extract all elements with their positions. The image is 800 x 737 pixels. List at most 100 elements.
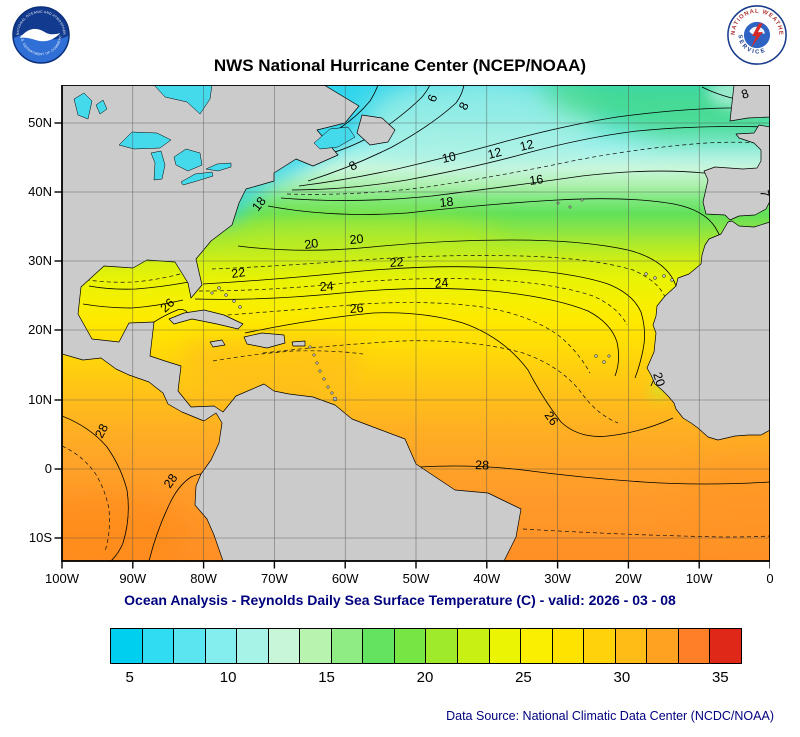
axis-ticks: [54, 122, 770, 569]
contour-label: 28: [92, 422, 111, 441]
hudson-bay: [153, 85, 213, 115]
colorbar-segment: [300, 629, 332, 663]
colorbar-segment: [142, 629, 175, 663]
y-axis-label: 40N: [28, 184, 52, 199]
contour-label: 10: [441, 149, 458, 166]
land-iberia-france: [702, 124, 770, 221]
x-axis-label: 80W: [190, 571, 217, 586]
lake-michigan: [150, 150, 166, 181]
land-newfoundland: [356, 114, 396, 146]
colorbar-segment: [331, 629, 364, 663]
contour-label: 16: [528, 172, 544, 188]
y-axis-label: 50N: [28, 115, 52, 130]
lake-superior: [118, 131, 172, 150]
contour-label: 12: [518, 137, 535, 154]
colorbar-tick-label: 25: [515, 669, 532, 686]
contour-label: 26: [349, 301, 364, 316]
contour-label: 24: [434, 276, 449, 291]
x-axis-label: 10W: [685, 571, 713, 586]
contour-label: 18: [249, 194, 269, 214]
x-axis-label: 90W: [119, 571, 147, 586]
lake-huron: [173, 148, 203, 172]
contour-label: 22: [389, 255, 404, 270]
land-puerto-rico: [291, 340, 306, 347]
lake-winnipeg: [73, 92, 93, 120]
colorbar-tick-label: 30: [613, 669, 631, 686]
land-masses: [62, 85, 770, 561]
contour-label: 8: [740, 86, 751, 101]
colorbar-segment: [584, 629, 616, 663]
x-axis-label: 100W: [45, 571, 79, 586]
contour-label: 24: [319, 279, 334, 294]
latlon-grid: [62, 85, 770, 561]
lake-ontario: [205, 162, 232, 172]
y-axis-label: 0: [44, 461, 52, 476]
map-caption: Ocean Analysis - Reynolds Daily Sea Surf…: [124, 592, 676, 608]
gulf-of-st-lawrence: [313, 126, 356, 150]
colorbar-segment: [237, 629, 269, 663]
sst-map: 6 8 8 8 10 12 12 16 18 18 7 20 20 20 22 22 24 24 26 26 26 28 2…: [54, 85, 770, 569]
page-title: NWS National Hurricane Center (NCEP/NOAA…: [213, 56, 587, 75]
colorbar-segment: [394, 629, 427, 663]
x-axis-label: 20W: [615, 571, 642, 586]
land-hispaniola: [243, 332, 286, 349]
lake-erie: [180, 171, 214, 186]
colorbar-tick-label: 5: [125, 669, 134, 686]
contour-label: 6: [425, 92, 441, 104]
land-cuba: [168, 309, 244, 330]
colorbar-segment: [489, 629, 522, 663]
colorbar-segment: [268, 629, 301, 663]
lakes-and-bays: [73, 85, 356, 186]
contour-label: 18: [439, 195, 454, 210]
colorbar-segment: [426, 629, 459, 663]
land-england: [729, 85, 770, 122]
colorbar-segment: [615, 629, 648, 663]
contour-label: 12: [486, 145, 503, 162]
x-axis-label: 0: [766, 571, 774, 586]
x-axis-label: 50W: [402, 571, 430, 586]
colorbar-segment: [710, 629, 741, 663]
contour-label: 20: [303, 236, 319, 252]
noaa-gull-icon: [19, 28, 61, 42]
noaa-emblem: [12, 6, 70, 64]
colorbar-segment: [205, 629, 238, 663]
noaa-logo: NATIONAL OCEANIC AND ATMOSPHERIC ADMINIS…: [12, 6, 70, 64]
y-axis-label: 30N: [28, 253, 52, 268]
colorbar-segment: [363, 629, 395, 663]
nws-logo: NATIONAL WEATHER SERVICE: [726, 4, 787, 65]
contour-label: 28: [161, 471, 180, 490]
contour-label: 26: [542, 409, 561, 428]
nws-lightning-icon: [751, 23, 763, 48]
data-source-text: Data Source: National Climatic Data Cent…: [446, 709, 774, 723]
colorbar-segment: [647, 629, 679, 663]
colorbar: [110, 628, 742, 664]
colorbar-segment: [521, 629, 553, 663]
x-axis-label: 30W: [544, 571, 571, 586]
land-africa: [646, 220, 770, 441]
map-frame: [61, 85, 770, 562]
land-americas: [62, 85, 522, 561]
colorbar-segment: [678, 629, 711, 663]
colorbar-tick-label: 10: [219, 669, 237, 686]
land-jamaica: [209, 339, 226, 348]
y-axis-label: 10N: [28, 392, 52, 407]
colorbar-segment: [174, 629, 206, 663]
x-axis-label: 70W: [261, 571, 288, 586]
colorbar-tick-label: 20: [416, 669, 434, 686]
x-axis-label: 60W: [331, 571, 359, 586]
contour-label: 20: [349, 232, 364, 247]
contour-label: 7: [757, 189, 770, 199]
y-axis-label: 20N: [28, 322, 52, 337]
colorbar-tick-label: 15: [318, 669, 335, 686]
colorbar-segment: [552, 629, 585, 663]
y-axis-label: 10S: [28, 530, 52, 545]
x-axis-label: 40W: [473, 571, 501, 586]
contour-label: 22: [230, 265, 246, 281]
colorbar-segment: [458, 629, 490, 663]
colorbar-segment: [111, 629, 143, 663]
colorbar-tick-label: 35: [711, 669, 729, 686]
contour-label: 28: [475, 458, 489, 472]
